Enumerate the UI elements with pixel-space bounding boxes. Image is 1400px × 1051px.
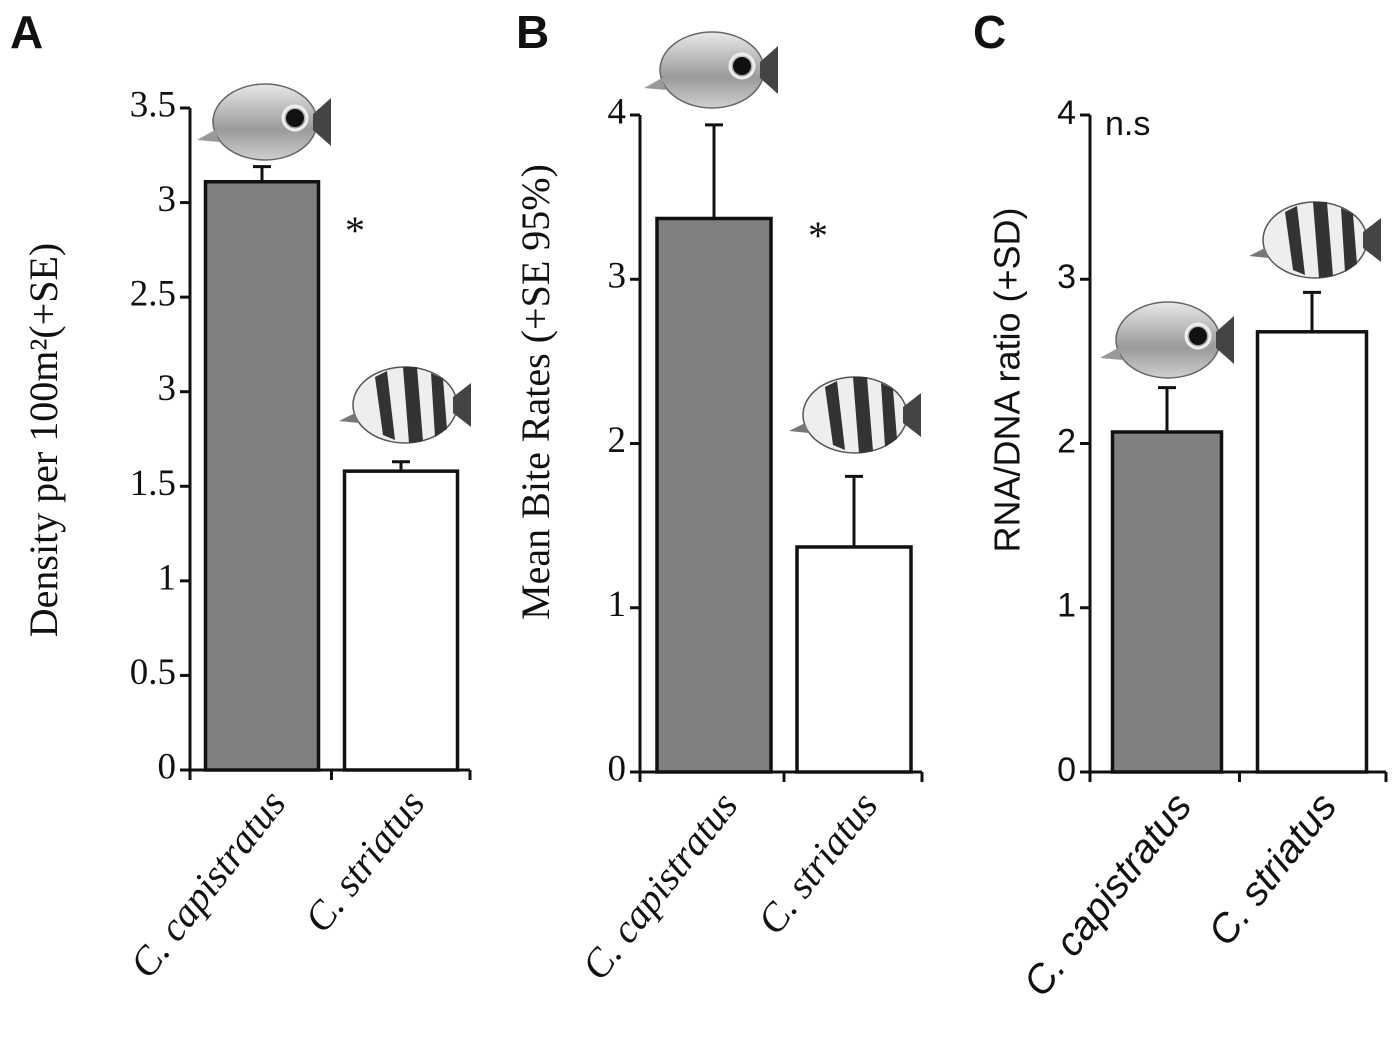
x-tick-label: C. capistratus: [573, 783, 747, 988]
y-tick-label: 0.5: [130, 652, 176, 693]
y-tick-label: 4: [1057, 94, 1076, 132]
panel: Mean Bite Rates (+SE 95%) 0 1 2 3 4 C. capistr…: [513, 91, 924, 988]
y-tick-label: 2: [1057, 422, 1076, 460]
panel-label: B: [516, 6, 549, 58]
panel-label: A: [10, 6, 43, 58]
y-tick-label: 3: [608, 256, 627, 297]
y-axis-label: RNA/DNA ratio (+SD): [987, 207, 1028, 552]
y-tick-label: 0: [608, 748, 627, 789]
y-tick-label: 2: [608, 420, 627, 461]
annotation: n.s: [1105, 105, 1150, 143]
bar: [1255, 330, 1369, 774]
panel: Density per 100m²(+SE) 0 0.5 1 1.5 3 2.5 3 3.5 C.…: [21, 84, 472, 986]
annotation: *: [808, 213, 828, 258]
bar: [342, 469, 460, 772]
x-tick-label: C. capistratus: [121, 781, 295, 986]
panel-label: C: [973, 6, 1006, 58]
fish-illustration: [1248, 201, 1382, 279]
bar: [655, 216, 773, 774]
y-tick-label: 3: [158, 179, 177, 220]
x-tick-label: C. capistratus: [1015, 785, 1200, 1005]
x-tick-label: C. striatus: [295, 781, 433, 940]
fish-illustration: [338, 366, 472, 444]
y-tick-label: 1.5: [130, 463, 176, 504]
y-tick-label: 2.5: [130, 274, 176, 315]
fish-illustration: [195, 82, 333, 162]
fish-illustration: [788, 376, 922, 454]
bar: [203, 180, 321, 772]
fish-illustration: [642, 30, 780, 110]
y-tick-label: 1: [1057, 587, 1076, 625]
bar: [1110, 430, 1224, 774]
y-tick-label: 3: [1057, 258, 1076, 296]
annotation: *: [345, 208, 365, 253]
y-tick-label: 0: [158, 746, 177, 787]
y-tick-label: 1: [608, 584, 627, 625]
y-tick-label: 4: [608, 91, 627, 132]
y-axis-label: Density per 100m²(+SE): [21, 243, 66, 638]
y-tick-label: 3: [158, 368, 177, 409]
x-tick-label: C. striatus: [1200, 785, 1346, 954]
y-tick-label: 1: [158, 557, 177, 598]
y-axis-label: Mean Bite Rates (+SE 95%): [513, 164, 558, 620]
x-tick-label: C. striatus: [748, 783, 886, 942]
y-tick-label: 0: [1057, 751, 1076, 789]
fish-illustration: [1098, 300, 1236, 380]
y-tick-label: 3.5: [130, 84, 176, 125]
bar: [795, 545, 913, 774]
